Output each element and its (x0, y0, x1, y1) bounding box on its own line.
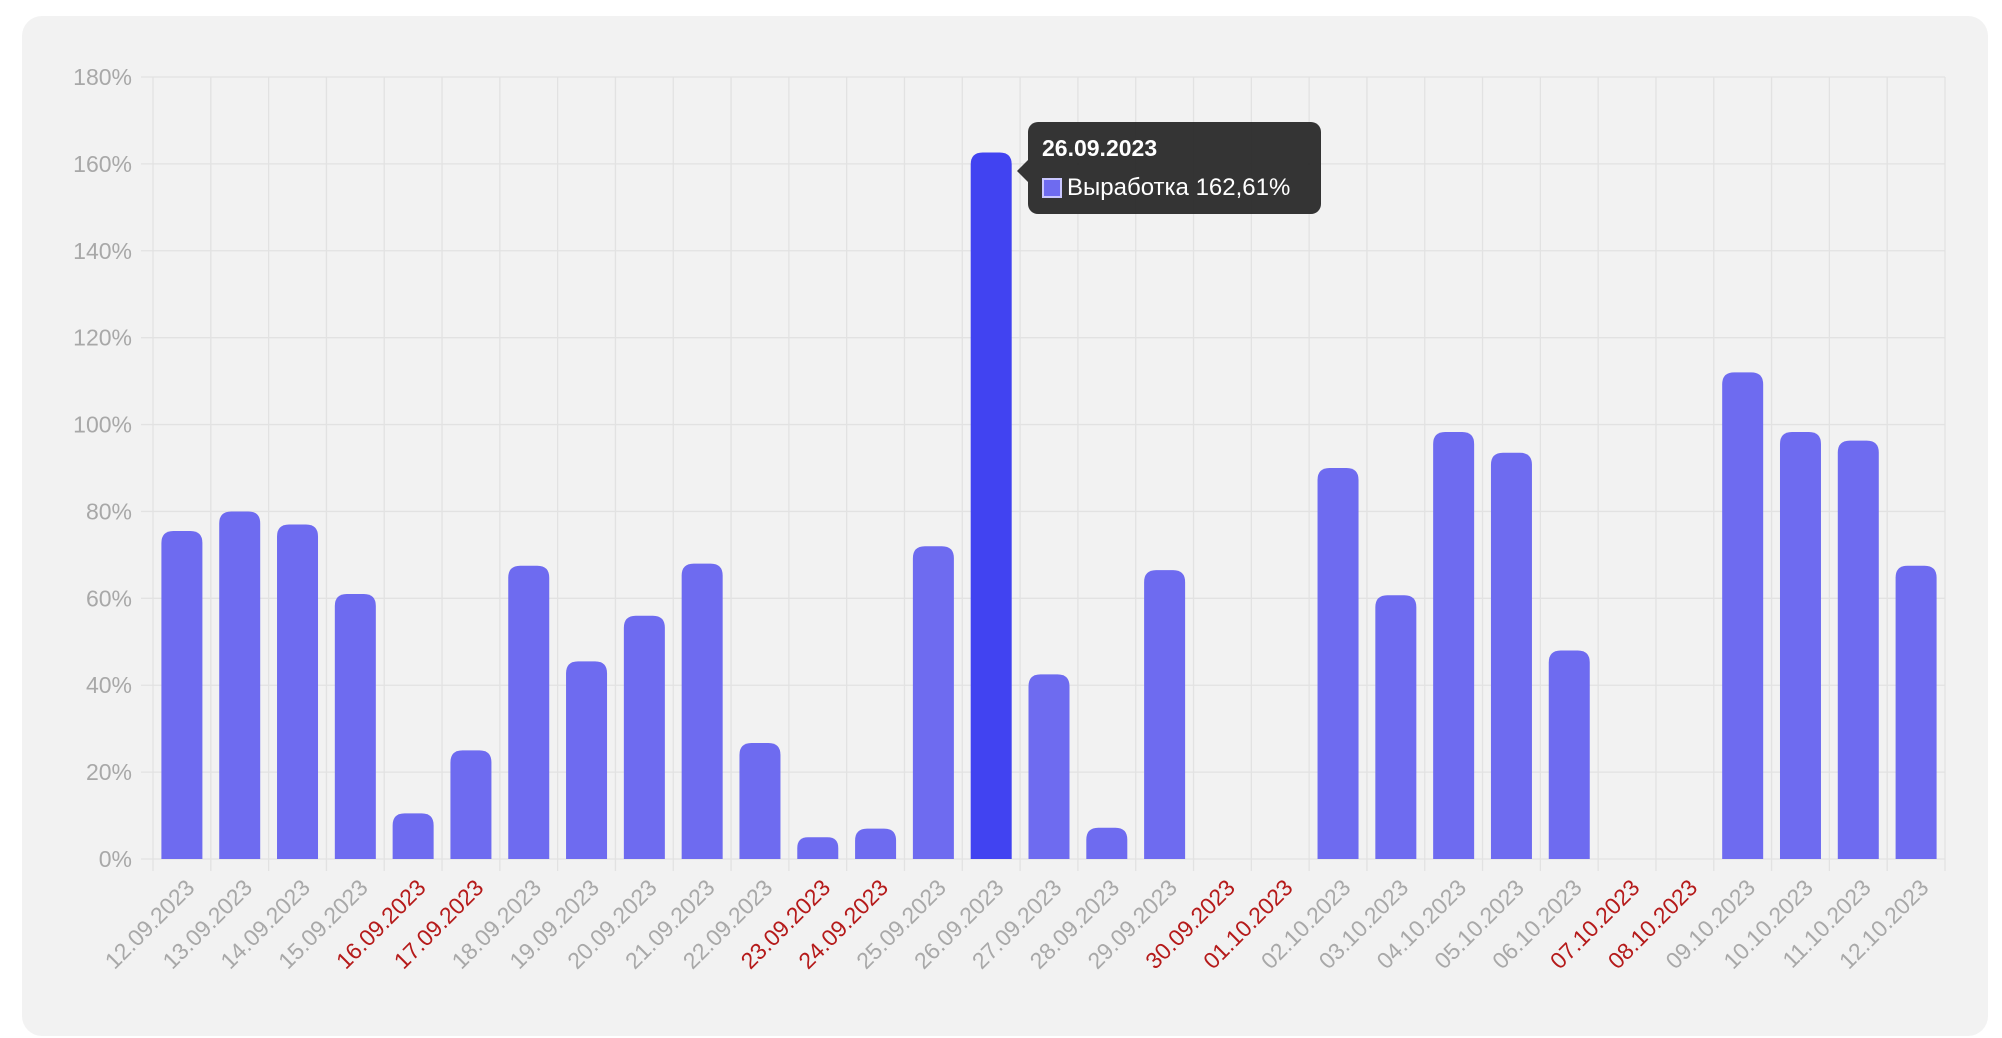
tooltip-date: 26.09.2023 (1042, 135, 1158, 161)
bar-23.09.2023 (797, 837, 839, 859)
y-tick-label: 80% (86, 498, 132, 524)
bar-15.09.2023 (334, 593, 376, 859)
bar-16.09.2023 (392, 813, 434, 859)
bar-19.09.2023 (566, 661, 608, 859)
bar-26.09.2023 (970, 152, 1012, 859)
bar-13.09.2023 (219, 511, 261, 859)
y-tick-label: 180% (73, 64, 132, 90)
chart-card: 0% 20% 40% 60% 80% 100% 120% 140% 160% 180% 12.09… (22, 16, 1988, 1036)
bar-10.10.2023 (1779, 431, 1821, 859)
bar-28.09.2023 (1086, 827, 1128, 859)
y-tick-label: 40% (86, 672, 132, 698)
bar-17.09.2023 (450, 750, 492, 859)
y-tick-label: 20% (86, 759, 132, 785)
bar-21.09.2023 (681, 563, 723, 859)
bar-24.09.2023 (855, 828, 897, 859)
bar-06.10.2023 (1548, 650, 1590, 859)
bar-18.09.2023 (508, 565, 550, 859)
bar-02.10.2023 (1317, 468, 1359, 859)
bar-25.09.2023 (912, 546, 954, 859)
tooltip-pointer (1017, 160, 1028, 182)
bar-12.10.2023 (1895, 565, 1937, 859)
chart-tooltip: 26.09.2023 Выработка 162,61% (1017, 122, 1321, 214)
bar-11.10.2023 (1837, 440, 1879, 859)
bar-04.10.2023 (1433, 431, 1475, 859)
bar-14.09.2023 (277, 524, 319, 859)
bar-12.09.2023 (161, 530, 203, 859)
y-tick-label: 0% (99, 846, 132, 872)
y-tick-label: 60% (86, 585, 132, 611)
bar-09.10.2023 (1722, 372, 1764, 859)
bar-03.10.2023 (1375, 595, 1417, 859)
y-tick-label: 140% (73, 238, 132, 264)
y-tick-label: 100% (73, 412, 132, 438)
bar-20.09.2023 (623, 615, 665, 859)
tooltip-series-value: 162,61% (1195, 174, 1291, 201)
y-tick-label: 120% (73, 325, 132, 351)
tooltip-series-name: Выработка (1067, 174, 1189, 201)
bar-05.10.2023 (1490, 452, 1532, 859)
bar-chart: 0%20%40%60%80%100%120%140%160%180% 12.09… (73, 64, 1946, 974)
bar-29.09.2023 (1144, 570, 1186, 859)
bar-22.09.2023 (739, 743, 781, 859)
bar-27.09.2023 (1028, 674, 1070, 859)
tooltip-series-swatch (1042, 178, 1062, 198)
y-tick-label: 160% (73, 151, 132, 177)
tooltip-series-row: Выработка 162,61% (1042, 174, 1290, 202)
